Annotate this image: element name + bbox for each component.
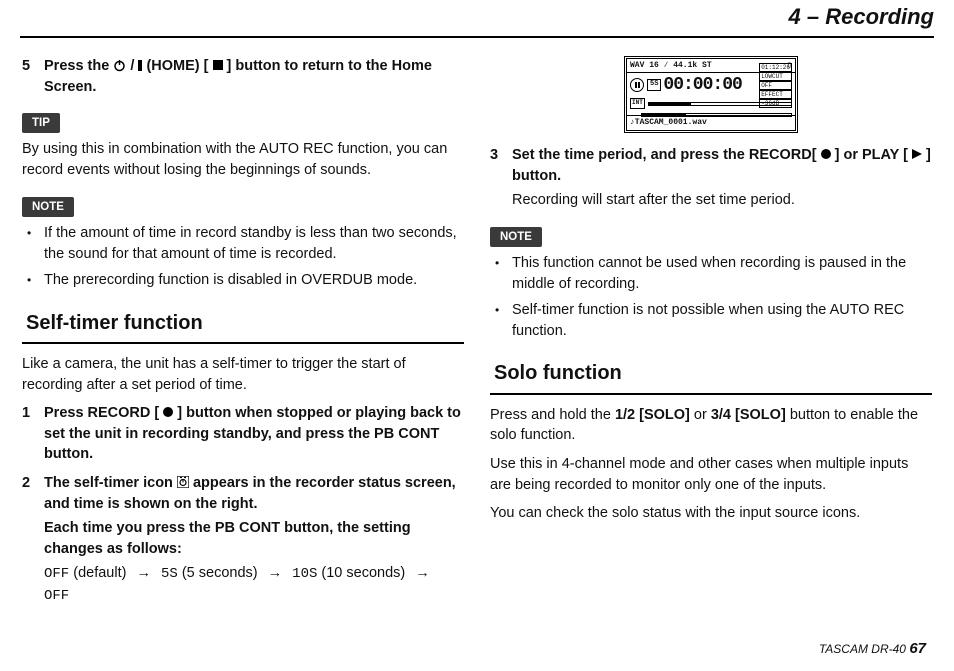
play-triangle-icon xyxy=(912,149,922,159)
section-heading-solo: Solo function xyxy=(490,355,932,394)
lcd-main: 5S 00:00:00 01:12:26 LOWCUT OFF EFFECT -… xyxy=(627,73,795,97)
left-column: 5 Press the / (HOME) [ ] button to retur… xyxy=(22,56,464,615)
text-fragment: or xyxy=(694,407,711,423)
right-column: WAV 16 ∕ 44.1k ST ▯ 5S 00:00:00 01:12:26… xyxy=(490,56,932,615)
lcd-side-item: LOWCUT xyxy=(759,72,792,81)
cycle-10s: 10S xyxy=(292,566,317,582)
step-text: Press the / (HOME) [ ] button to return … xyxy=(44,56,464,97)
step-number: 5 xyxy=(22,56,44,97)
step-1: 1 Press RECORD [ ] button when stopped o… xyxy=(22,403,464,465)
text-fragment: (5 seconds) xyxy=(178,565,262,581)
text-fragment: The self-timer icon xyxy=(44,475,177,491)
lcd-side-item: EFFECT xyxy=(759,90,792,99)
record-dot-icon xyxy=(163,407,173,417)
arrow-icon: → xyxy=(415,565,430,581)
lcd-filename: ♪TASCAM_0001.wav xyxy=(627,115,795,129)
section-intro: Like a camera, the unit has a self-timer… xyxy=(22,354,464,395)
content-columns: 5 Press the / (HOME) [ ] button to retur… xyxy=(0,56,954,615)
meter-label: INT xyxy=(630,98,645,109)
solo-p1: Press and hold the 1/2 [SOLO] or 3/4 [SO… xyxy=(490,405,932,446)
lcd-selftimer-value: 5S xyxy=(647,79,661,91)
tip-badge: TIP xyxy=(22,113,60,133)
step-number: 1 xyxy=(22,403,44,465)
step-number: 3 xyxy=(490,145,512,211)
lcd-time: 00:00:00 xyxy=(663,73,759,99)
page-header: 4 – Recording xyxy=(20,0,934,38)
step-3: 3 Set the time period, and press the REC… xyxy=(490,145,932,211)
note-badge: NOTE xyxy=(490,227,542,247)
note-list: This function cannot be used when record… xyxy=(490,253,932,341)
step-2: 2 The self-timer icon appears in the rec… xyxy=(22,473,464,607)
lcd-screen: WAV 16 ∕ 44.1k ST ▯ 5S 00:00:00 01:12:26… xyxy=(624,56,798,133)
cycle-off: OFF xyxy=(44,566,69,582)
model-name: TASCAM DR-40 xyxy=(819,642,909,656)
lcd-side-item: OFF xyxy=(759,81,792,90)
lcd-illustration: WAV 16 ∕ 44.1k ST ▯ 5S 00:00:00 01:12:26… xyxy=(490,56,932,133)
step-text: Set the time period, and press the RECOR… xyxy=(512,145,932,211)
self-timer-icon xyxy=(177,476,189,488)
cycle-off: OFF xyxy=(44,588,69,604)
text-fragment: (10 seconds) xyxy=(317,565,409,581)
solo-p2: Use this in 4-channel mode and other cas… xyxy=(490,454,932,495)
lcd-remain: 01:12:26 xyxy=(759,63,792,72)
arrow-icon: → xyxy=(136,565,151,581)
text-fragment: Each time you press the PB CONT button, … xyxy=(44,518,464,559)
step-number: 2 xyxy=(22,473,44,607)
step-5: 5 Press the / (HOME) [ ] button to retur… xyxy=(22,56,464,97)
list-item: The prerecording function is disabled in… xyxy=(24,270,464,291)
power-icon xyxy=(113,59,126,72)
lcd-pause-icon xyxy=(630,78,644,92)
pause-bar-icon xyxy=(138,60,142,71)
text-fragment: Set the time period, and press the RECOR… xyxy=(512,147,821,163)
list-item: Self-timer function is not possible when… xyxy=(492,300,932,341)
text-fragment: 1/2 [SOLO] xyxy=(615,407,690,423)
cycle-5s: 5S xyxy=(161,566,178,582)
cycle-sequence: OFF (default) → 5S (5 seconds) → 10S (10… xyxy=(44,563,464,607)
slash: / xyxy=(130,58,138,74)
step-text: Press RECORD [ ] button when stopped or … xyxy=(44,403,464,465)
stop-icon xyxy=(213,60,223,70)
text-fragment: (HOME) [ xyxy=(146,58,212,74)
text-fragment: ] or PLAY [ xyxy=(835,147,912,163)
text-fragment: Press the xyxy=(44,58,113,74)
text-fragment: Press RECORD [ xyxy=(44,405,163,421)
lcd-format: WAV 16 ∕ 44.1k ST xyxy=(630,60,712,71)
text-fragment: Recording will start after the set time … xyxy=(512,190,932,211)
chapter-title: 4 – Recording xyxy=(789,0,934,30)
tip-text: By using this in combination with the AU… xyxy=(22,139,464,180)
text-fragment: (default) xyxy=(69,565,130,581)
text-fragment: Press and hold the xyxy=(490,407,615,423)
note-badge: NOTE xyxy=(22,197,74,217)
page-footer: TASCAM DR-40 67 xyxy=(819,640,926,657)
section-heading-selftimer: Self-timer function xyxy=(22,305,464,344)
list-item: This function cannot be used when record… xyxy=(492,253,932,294)
solo-p3: You can check the solo status with the i… xyxy=(490,503,932,524)
arrow-icon: → xyxy=(268,565,283,581)
note-list: If the amount of time in record standby … xyxy=(22,223,464,291)
step-text: The self-timer icon appears in the recor… xyxy=(44,473,464,607)
text-fragment: 3/4 [SOLO] xyxy=(711,407,786,423)
list-item: If the amount of time in record standby … xyxy=(24,223,464,264)
record-dot-icon xyxy=(821,149,831,159)
page-number: 67 xyxy=(909,640,926,657)
